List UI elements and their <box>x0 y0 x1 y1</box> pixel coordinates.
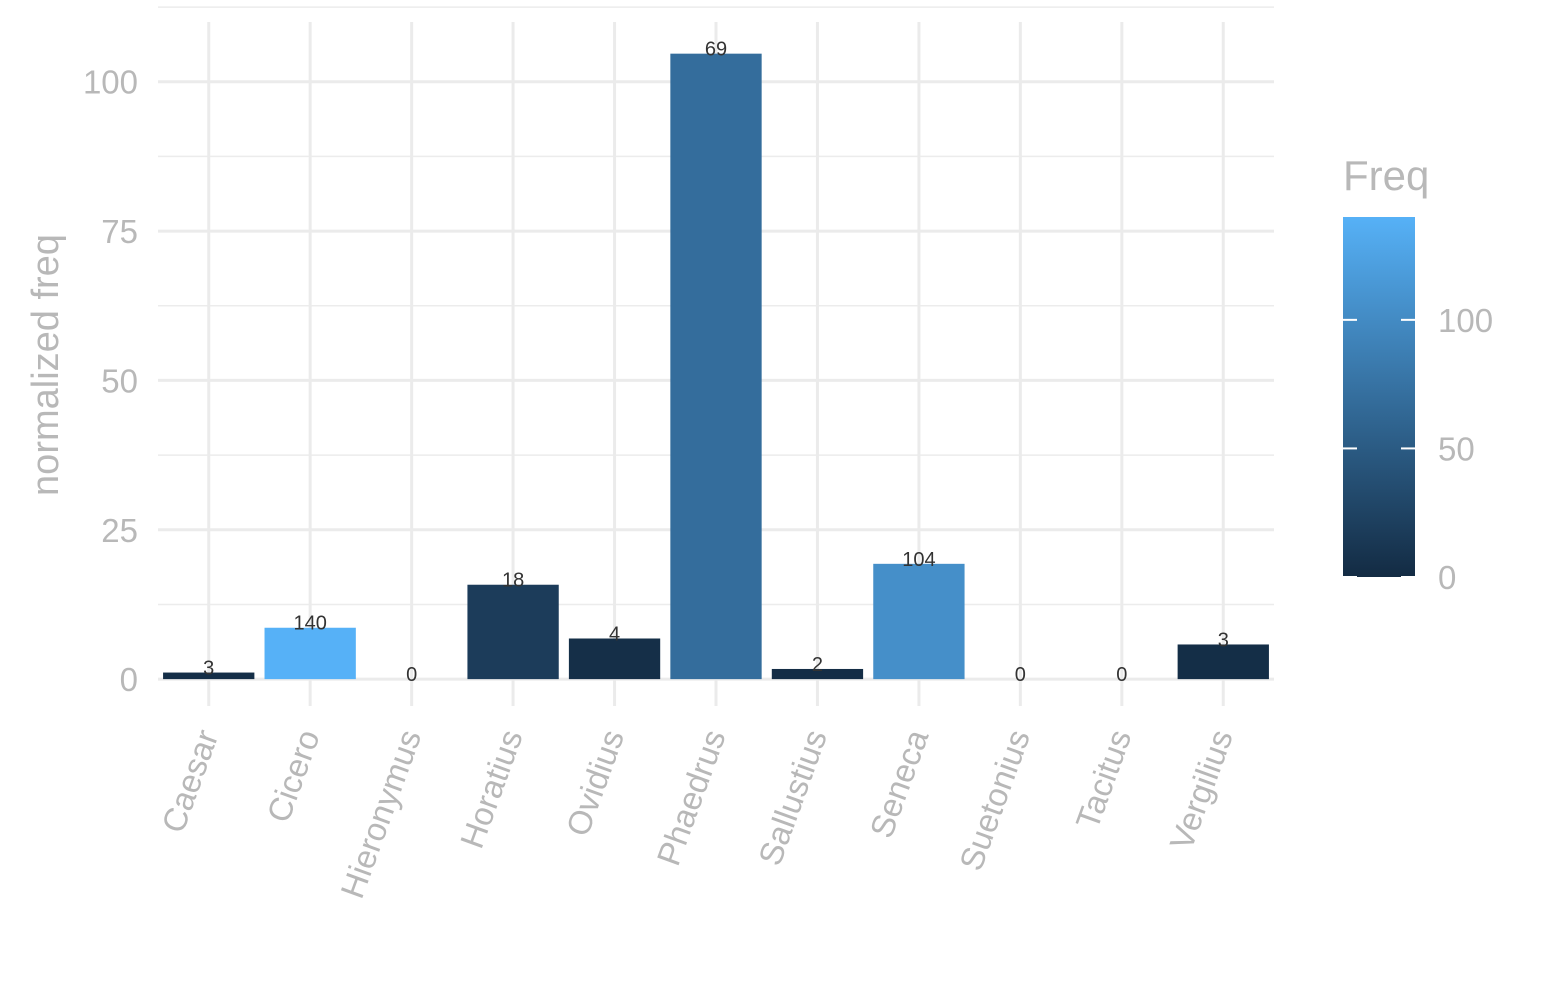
bar-labels: 3 140 0 18 4 69 2 104 0 0 3 <box>203 39 1229 686</box>
legend-tick-label: 0 <box>1438 559 1456 596</box>
bar-phaedrus <box>670 53 762 680</box>
bar-value-label: 104 <box>902 549 935 571</box>
bar-ovidius <box>568 638 661 680</box>
bar-vergilius <box>1177 644 1269 680</box>
bar-value-label: 2 <box>812 654 823 676</box>
x-tick-label: Sallustius <box>751 725 834 870</box>
legend-title: Freq <box>1343 152 1429 199</box>
bar-seneca <box>873 563 965 680</box>
x-tick-label: Suetonius <box>952 725 1037 876</box>
bar-value-label: 3 <box>1218 629 1229 651</box>
color-legend: Freq 0 50 100 <box>1343 152 1493 596</box>
x-tick-label: Caesar <box>154 725 225 838</box>
x-tick-label: Tacitus <box>1068 725 1138 834</box>
x-tick-label: Hieronymus <box>333 725 428 903</box>
y-axis: 0 25 50 75 100 <box>83 64 138 698</box>
bars <box>163 53 1269 680</box>
x-tick-label: Cicero <box>259 725 326 827</box>
bar-caesar <box>163 672 255 680</box>
y-tick-label: 0 <box>120 661 138 698</box>
bar-value-label: 140 <box>293 613 326 635</box>
bar-value-label: 4 <box>609 623 620 645</box>
bar-value-label: 69 <box>705 39 727 61</box>
bar-value-label: 18 <box>502 570 524 592</box>
x-tick-label: Horatius <box>453 725 530 853</box>
y-tick-label: 50 <box>101 362 138 399</box>
y-tick-label: 100 <box>83 64 138 101</box>
bar-value-label: 0 <box>406 664 417 686</box>
bar-value-label: 0 <box>1015 664 1026 686</box>
y-tick-label: 75 <box>101 213 138 250</box>
x-tick-label: Ovidius <box>559 725 631 841</box>
legend-tick-label: 100 <box>1438 302 1493 339</box>
bar-value-label: 3 <box>203 658 214 680</box>
legend-colorbar <box>1343 217 1415 577</box>
x-tick-label: Vergilius <box>1162 725 1239 855</box>
legend-tick-label: 50 <box>1438 430 1475 467</box>
x-tick-label: Phaedrus <box>649 725 732 870</box>
x-axis: Caesar Cicero Hieronymus Horatius Ovidius Pha… <box>154 724 1240 903</box>
y-tick-label: 25 <box>101 512 138 549</box>
bar-value-label: 0 <box>1116 664 1127 686</box>
x-tick-label: Seneca <box>862 724 935 842</box>
y-axis-title: normalized freq <box>25 234 67 496</box>
bar-sallustius <box>771 668 864 680</box>
bar-cicero <box>264 627 356 680</box>
bar-horatius <box>467 584 559 680</box>
